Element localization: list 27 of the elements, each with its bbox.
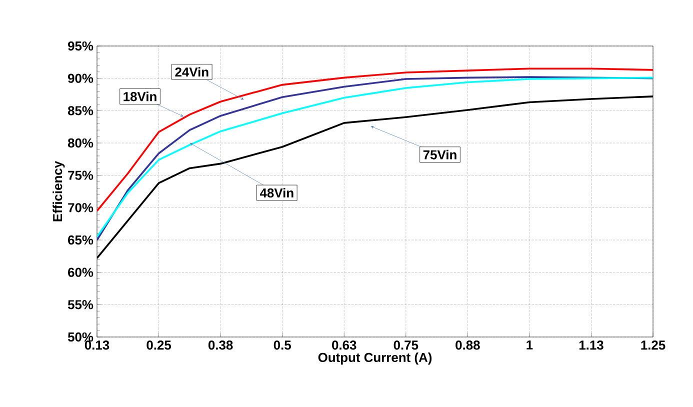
x-tick-label: 0.88 [456,340,480,350]
y-axis-title: Efficiency [52,160,65,222]
x-tick-label: 0.5 [274,340,291,350]
x-tick-label: 0.25 [146,340,172,350]
text: 24Vin [175,67,208,77]
x-tick-label: 0.13 [84,340,110,350]
y-tick-label: 75% [68,170,94,180]
y-tick-label: 70% [68,203,94,212]
y-tick-label: 95% [68,41,94,51]
y-tick-label: 80% [68,138,94,148]
text: 18Vin [124,92,156,102]
x-axis-title: Output Current (A) [318,352,432,365]
y-tick-label: 65% [68,235,94,245]
x-tick-label: 1.25 [641,340,666,350]
y-tick-label: 90% [68,74,94,83]
y-tick-label: 60% [68,268,94,277]
y-tick-label: 50% [68,332,94,342]
text: 48Vin [260,188,294,198]
line-series [97,68,654,212]
x-tick-label: 0.38 [208,340,233,350]
x-tick-label: 1.13 [579,340,604,350]
x-tick-label: 0.75 [394,340,418,350]
text: 75Vin [423,150,456,160]
x-tick-label: 0.63 [332,340,356,350]
y-tick-label: 85% [68,106,94,116]
y-tick-label: 55% [68,300,94,310]
x-tick-label: 1 [526,340,533,350]
